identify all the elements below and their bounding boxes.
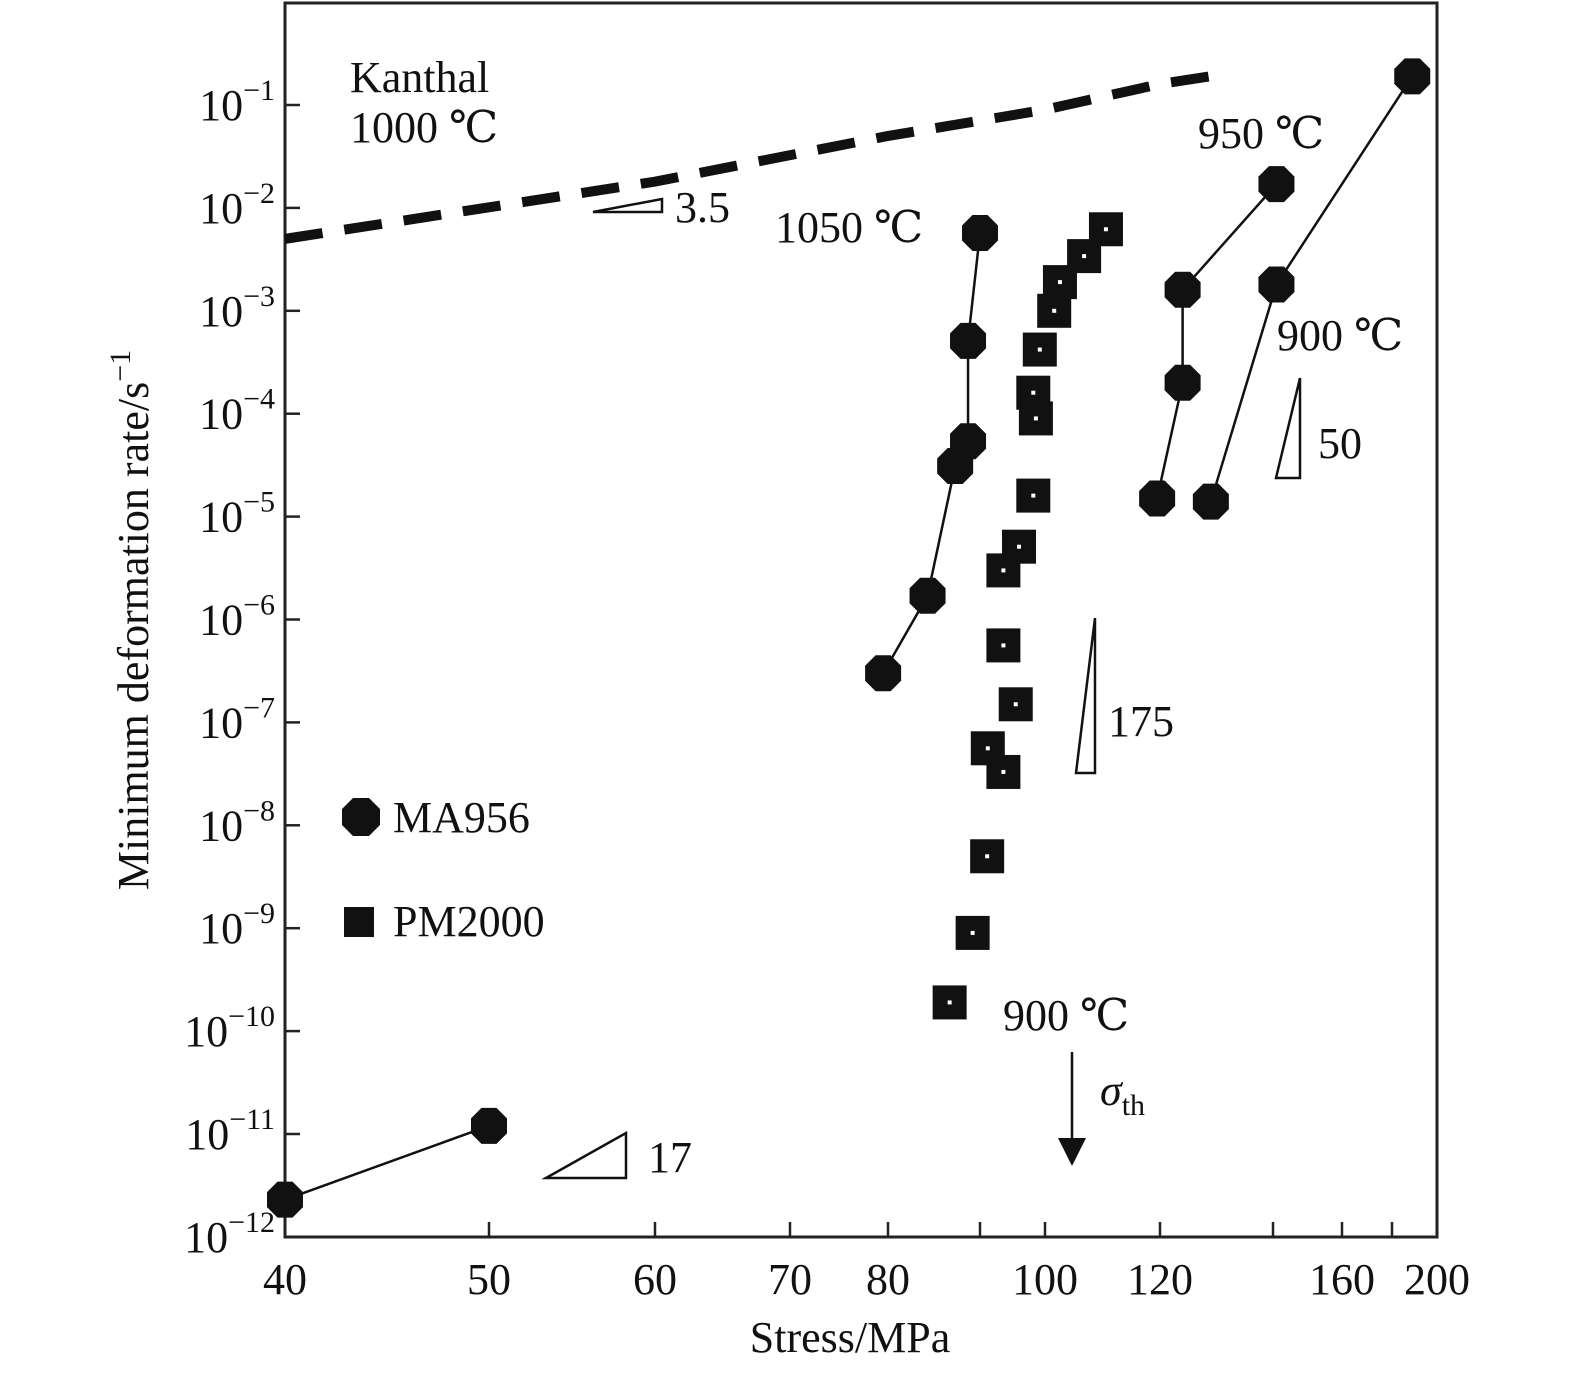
data-point-square-center [1103, 227, 1108, 232]
data-point-circle [1164, 364, 1201, 401]
data-point-circle [1258, 166, 1295, 203]
x-tick-label: 160 [1309, 1255, 1375, 1304]
data-point-circle [1139, 480, 1176, 517]
data-point-square-center [1052, 308, 1057, 313]
slope-triangle-kanthal [592, 197, 664, 214]
series-line [284, 1124, 490, 1201]
slope-triangle-low [541, 1130, 628, 1180]
x-tick-label: 80 [866, 1255, 910, 1304]
y-tick-label: 10−3 [199, 280, 275, 336]
data-point-square-center [1037, 347, 1042, 352]
threshold-arrow-head [1058, 1138, 1086, 1166]
data-point-square-center [985, 746, 990, 751]
data-point-square-center [1001, 643, 1006, 648]
data-point-square-center [1031, 390, 1036, 395]
data-point-square-center [970, 930, 975, 935]
kanthal-temp-label: 1000 ℃ [350, 103, 498, 152]
data-point-circle [865, 655, 902, 692]
x-tick-label: 50 [467, 1255, 511, 1304]
temp-900-ma-label: 900 ℃ [1277, 311, 1403, 360]
data-point-circle [962, 215, 998, 252]
series-ma956-900- [1192, 58, 1431, 520]
y-tick-label: 10−7 [199, 691, 275, 747]
x-axis-label: Stress/MPa [750, 1313, 950, 1362]
axis-ticks: 40 50 60 70 80 100 120 160 200 10−1 10−2 10−3 10−4 10… [184, 74, 1470, 1304]
x-tick-label: 100 [1012, 1255, 1078, 1304]
slope-triangle-pm [1074, 617, 1097, 775]
data-point-circle [950, 322, 987, 359]
slope-pm-label: 175 [1108, 697, 1174, 746]
y-tick-label: 10−9 [199, 897, 275, 953]
x-tick-label: 120 [1127, 1255, 1193, 1304]
data-point-square-center [1033, 416, 1038, 421]
series-ma956-low-stress [267, 1107, 507, 1218]
temp-950-label: 950 ℃ [1198, 109, 1324, 158]
x-tick-label: 60 [633, 1255, 677, 1304]
legend-marker-ma956 [342, 798, 380, 836]
temp-1050-label: 1050 ℃ [775, 203, 923, 252]
kanthal-label: Kanthal [350, 53, 489, 102]
y-tick-label: 10−8 [199, 794, 275, 850]
data-point-circle [1192, 483, 1229, 520]
x-tick-label: 40 [263, 1255, 307, 1304]
data-point-circle [471, 1107, 507, 1144]
data-point-circle [909, 577, 946, 614]
x-tick-label: 70 [768, 1255, 812, 1304]
data-point-square-center [1031, 493, 1036, 498]
data-point-square-center [1013, 702, 1018, 707]
y-tick-label: 10−11 [185, 1103, 275, 1159]
x-tick-label: 200 [1404, 1255, 1470, 1304]
y-tick-label: 10−6 [199, 589, 275, 645]
y-tick-label: 10−12 [184, 1206, 275, 1262]
temp-900-pm-label: 900 ℃ [1003, 991, 1129, 1040]
series-ma956-1050- [865, 215, 998, 692]
y-tick-label: 10−1 [199, 74, 275, 130]
data-point-square-center [985, 854, 990, 859]
data-point-square-center [1057, 280, 1062, 285]
threshold-label: σth [1100, 1066, 1145, 1122]
data-point-square-center [1001, 769, 1006, 774]
legend-label-pm2000: PM2000 [393, 897, 545, 946]
kanthal-dashed-line [284, 69, 1226, 244]
data-point-square-center [1082, 254, 1087, 259]
data-point-square-center [1017, 544, 1021, 549]
slope-triangle-900 [1274, 377, 1302, 480]
data-point-square-center [1001, 568, 1006, 573]
legend-marker-pm2000 [344, 907, 374, 937]
data-point-square-center [947, 1000, 952, 1005]
y-tick-label: 10−10 [184, 1000, 275, 1056]
data-point-circle [1394, 58, 1431, 95]
y-axis-label: Minimum deformation rate/s−1 [104, 350, 158, 890]
legend-label-ma956: MA956 [393, 793, 530, 842]
y-tick-label: 10−4 [199, 383, 275, 439]
legend: MA956 PM2000 [342, 793, 545, 946]
series-kanthal-1000- [284, 69, 1226, 244]
series-ma956-950- [1139, 166, 1295, 517]
series-line [1155, 183, 1278, 499]
slope-kanthal-label: 3.5 [675, 183, 730, 232]
data-point-circle [267, 1181, 303, 1218]
series-layer [267, 58, 1431, 1218]
data-point-circle [1164, 271, 1201, 308]
data-point-circle [950, 423, 987, 460]
series-pm2000-900- [932, 212, 1123, 1020]
data-point-circle [1258, 266, 1295, 303]
y-tick-label: 10−2 [199, 177, 275, 233]
y-tick-label: 10−5 [199, 486, 275, 542]
slope-900-label: 50 [1318, 419, 1362, 468]
slope-low-label: 17 [648, 1133, 692, 1182]
